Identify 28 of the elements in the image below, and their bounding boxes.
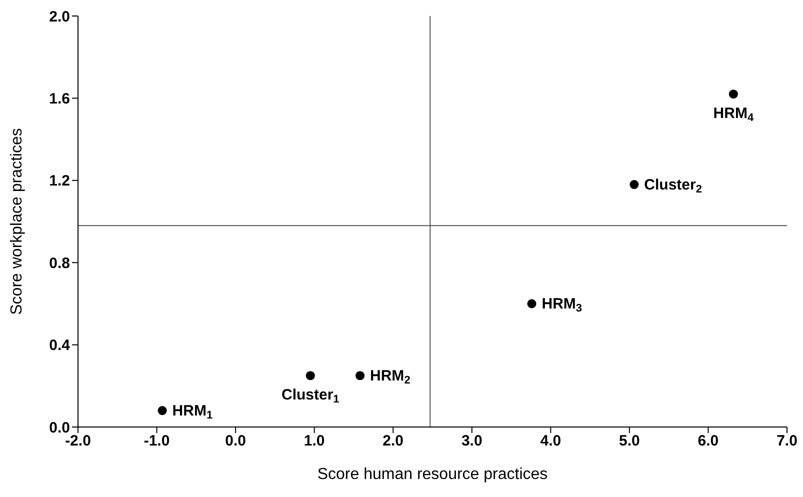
x-axis-title: Score human resource practices (317, 466, 548, 483)
x-tick-label: 3.0 (461, 432, 482, 450)
annotation: Cluster$_{2}$ (644, 176, 702, 196)
x-tick-label: 5.0 (619, 432, 640, 450)
x-tick-label: 7.0 (776, 432, 798, 450)
point (356, 371, 365, 380)
point (306, 371, 315, 380)
annotation: HRM$_{3}$ (542, 296, 582, 315)
annotation: HRM$_{4}$ (713, 105, 754, 124)
x-tick-label: 6.0 (698, 432, 719, 450)
point (728, 90, 738, 99)
point (158, 406, 167, 416)
annotation: Cluster$_{1}$ (281, 386, 340, 406)
x-tick-label: -1.0 (144, 432, 170, 450)
x-tick-label: 4.0 (540, 432, 562, 450)
x-tick-label: 1.0 (304, 432, 325, 450)
x-tick-label: 2.0 (382, 432, 404, 450)
annotation: HRM$_{2}$ (370, 368, 410, 387)
point (527, 299, 536, 308)
y-tick-label: 2.0 (49, 8, 70, 26)
y-tick-label: 0.8 (49, 254, 70, 272)
y-tick-label: 1.2 (49, 172, 70, 190)
x-tick-label: 0.0 (225, 432, 246, 450)
annotation: HRM$_{1}$ (172, 402, 213, 422)
point (630, 180, 639, 190)
y-axis-title: Score workplace practices (8, 128, 26, 315)
y-tick-label: 0.4 (49, 337, 71, 354)
y-tick-label: 1.6 (49, 90, 70, 108)
